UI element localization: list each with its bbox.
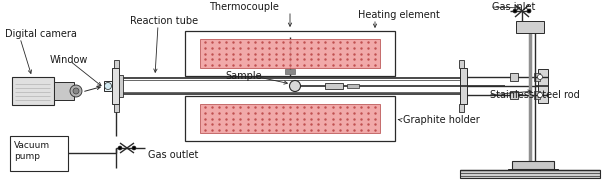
Text: Thermocouple: Thermocouple	[209, 2, 279, 12]
Bar	[508, 169, 558, 175]
Bar	[10, 136, 68, 171]
Bar	[534, 73, 540, 81]
Bar	[459, 60, 464, 68]
Text: Vacuum
pump: Vacuum pump	[14, 141, 50, 161]
Bar	[516, 21, 544, 33]
Circle shape	[70, 85, 82, 97]
Text: Window: Window	[50, 55, 88, 65]
Bar	[104, 81, 112, 91]
Bar	[12, 77, 54, 105]
Bar	[200, 104, 380, 133]
Bar	[538, 69, 548, 103]
Text: Gas inlet: Gas inlet	[492, 2, 535, 12]
Circle shape	[73, 88, 79, 94]
Bar	[114, 104, 119, 112]
Bar	[510, 73, 518, 81]
Text: Digital camera: Digital camera	[5, 29, 77, 39]
Bar	[185, 96, 395, 141]
Circle shape	[118, 146, 122, 150]
Bar	[185, 31, 395, 76]
Bar	[460, 68, 467, 104]
Circle shape	[527, 9, 531, 13]
Text: Graphite holder: Graphite holder	[403, 115, 480, 125]
Bar	[325, 83, 343, 89]
Bar	[347, 84, 359, 88]
Text: Heating element: Heating element	[358, 10, 440, 20]
Bar	[285, 69, 295, 74]
Circle shape	[537, 92, 543, 98]
Bar	[200, 39, 380, 68]
Bar	[510, 91, 518, 99]
Text: Stainless steel rod: Stainless steel rod	[490, 90, 580, 100]
Bar	[512, 161, 554, 169]
Text: Gas outlet: Gas outlet	[148, 150, 198, 160]
Text: Reaction tube: Reaction tube	[130, 16, 198, 26]
Circle shape	[105, 83, 111, 89]
Text: Sample: Sample	[225, 71, 261, 81]
Bar	[119, 75, 123, 97]
Circle shape	[513, 9, 517, 13]
Bar	[112, 68, 119, 104]
Bar	[54, 82, 74, 100]
Bar	[114, 60, 119, 68]
Circle shape	[537, 74, 543, 79]
Bar	[534, 91, 540, 99]
Bar	[460, 170, 600, 178]
Bar	[459, 104, 464, 112]
Circle shape	[132, 146, 136, 150]
Circle shape	[290, 81, 301, 92]
